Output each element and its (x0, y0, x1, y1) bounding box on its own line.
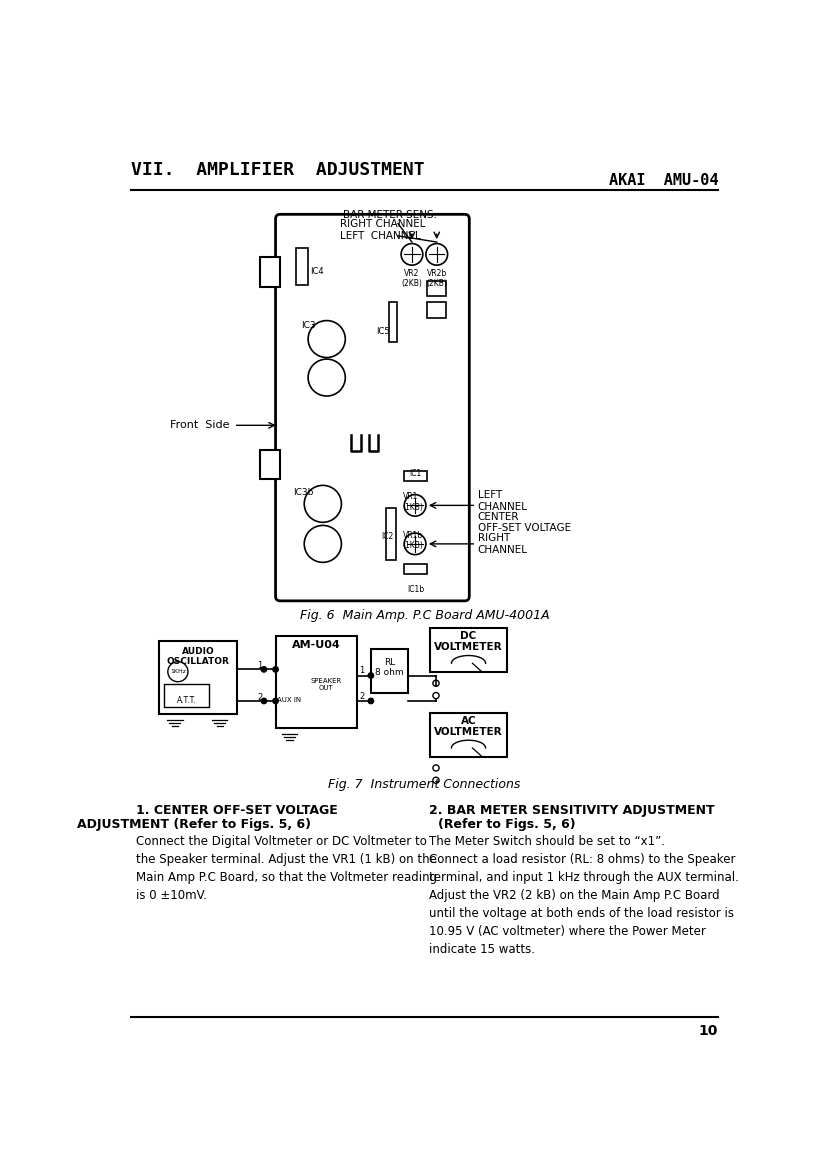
FancyBboxPatch shape (275, 214, 469, 601)
Text: The Meter Switch should be set to “x1”.
Connect a load resistor (RL: 8 ohms) to : The Meter Switch should be set to “x1”. … (428, 835, 738, 956)
Text: LEFT  CHANNEL: LEFT CHANNEL (339, 230, 420, 241)
Bar (275, 635, 356, 728)
Text: LEFT
CHANNEL: LEFT CHANNEL (477, 490, 527, 511)
Text: RL
8 ohm: RL 8 ohm (375, 658, 404, 677)
Text: IC1b: IC1b (407, 585, 424, 594)
Circle shape (168, 662, 188, 682)
Circle shape (368, 673, 373, 679)
Bar (427, 302, 446, 317)
Text: AM-U04: AM-U04 (291, 640, 340, 651)
Circle shape (273, 667, 278, 672)
Text: IC2: IC2 (380, 531, 393, 541)
Text: IC3: IC3 (301, 322, 315, 330)
Text: Fig. 6  Main Amp. P.C Board AMU-4001A: Fig. 6 Main Amp. P.C Board AMU-4001A (299, 608, 548, 621)
Bar (427, 281, 446, 296)
Circle shape (433, 680, 438, 687)
Circle shape (308, 321, 345, 358)
Bar (260, 450, 280, 480)
Bar (404, 470, 427, 481)
Circle shape (261, 667, 266, 672)
Text: VR1b
(1KB): VR1b (1KB) (402, 531, 423, 550)
Text: VII.  AMPLIFIER  ADJUSTMENT: VII. AMPLIFIER ADJUSTMENT (131, 160, 423, 179)
Text: A.T.T.: A.T.T. (176, 696, 196, 706)
Text: VR2b
(2KB): VR2b (2KB) (426, 269, 447, 288)
Text: Connect the Digital Voltmeter or DC Voltmeter to
the Speaker terminal. Adjust th: Connect the Digital Voltmeter or DC Volt… (136, 835, 437, 902)
Circle shape (261, 698, 266, 703)
Circle shape (433, 693, 438, 698)
Text: 2: 2 (359, 691, 364, 701)
Text: 1: 1 (359, 667, 364, 675)
Text: AUX IN: AUX IN (277, 697, 301, 703)
Text: RIGHT
CHANNEL: RIGHT CHANNEL (477, 534, 527, 555)
Text: 1: 1 (257, 661, 262, 670)
Text: 2: 2 (257, 693, 262, 702)
Bar (295, 248, 308, 285)
Circle shape (368, 698, 373, 703)
Circle shape (404, 495, 425, 516)
Bar (385, 508, 395, 560)
Bar (260, 257, 280, 287)
Text: Fig. 7  Instrument Connections: Fig. 7 Instrument Connections (327, 778, 520, 791)
Circle shape (404, 534, 425, 555)
Text: 10: 10 (698, 1025, 717, 1038)
Circle shape (433, 777, 438, 784)
Text: 2. BAR METER SENSITIVITY ADJUSTMENT: 2. BAR METER SENSITIVITY ADJUSTMENT (428, 804, 714, 817)
Text: 1KHz: 1KHz (170, 669, 186, 674)
Bar (388, 302, 397, 342)
Text: IC5: IC5 (375, 326, 390, 336)
Text: SPEAKER
OUT: SPEAKER OUT (310, 677, 341, 690)
Text: BAR METER SENS.: BAR METER SENS. (343, 209, 437, 220)
Text: ADJUSTMENT (Refer to Figs. 5, 6): ADJUSTMENT (Refer to Figs. 5, 6) (77, 818, 311, 831)
Circle shape (304, 525, 341, 563)
Text: IC4: IC4 (309, 268, 323, 276)
Circle shape (400, 243, 423, 266)
Bar (370, 648, 408, 694)
Bar (164, 684, 208, 707)
Circle shape (425, 243, 447, 266)
Circle shape (304, 486, 341, 522)
Text: IC1: IC1 (409, 469, 422, 479)
Text: VR2
(2KB): VR2 (2KB) (401, 269, 422, 288)
Circle shape (433, 765, 438, 771)
Text: Front  Side: Front Side (170, 420, 230, 431)
Text: VR1
(1KB): VR1 (1KB) (402, 493, 423, 511)
Text: 1. CENTER OFF-SET VOLTAGE: 1. CENTER OFF-SET VOLTAGE (136, 804, 337, 817)
Text: (Refer to Figs. 5, 6): (Refer to Figs. 5, 6) (437, 818, 575, 831)
Text: IC3b: IC3b (293, 488, 313, 497)
Text: AKAI  AMU-04: AKAI AMU-04 (608, 173, 717, 188)
Text: AC
VOLTMETER: AC VOLTMETER (433, 716, 502, 737)
Text: DC
VOLTMETER: DC VOLTMETER (433, 631, 502, 653)
Bar (429, 713, 507, 757)
Circle shape (273, 698, 278, 703)
Bar (159, 641, 237, 714)
Text: CENTER
OFF-SET VOLTAGE: CENTER OFF-SET VOLTAGE (477, 511, 571, 534)
Bar (429, 628, 507, 673)
Circle shape (308, 359, 345, 395)
Text: RIGHT CHANNEL: RIGHT CHANNEL (339, 219, 425, 228)
Text: AUDIO
OSCILLATOR: AUDIO OSCILLATOR (166, 647, 229, 667)
Bar (404, 564, 427, 574)
